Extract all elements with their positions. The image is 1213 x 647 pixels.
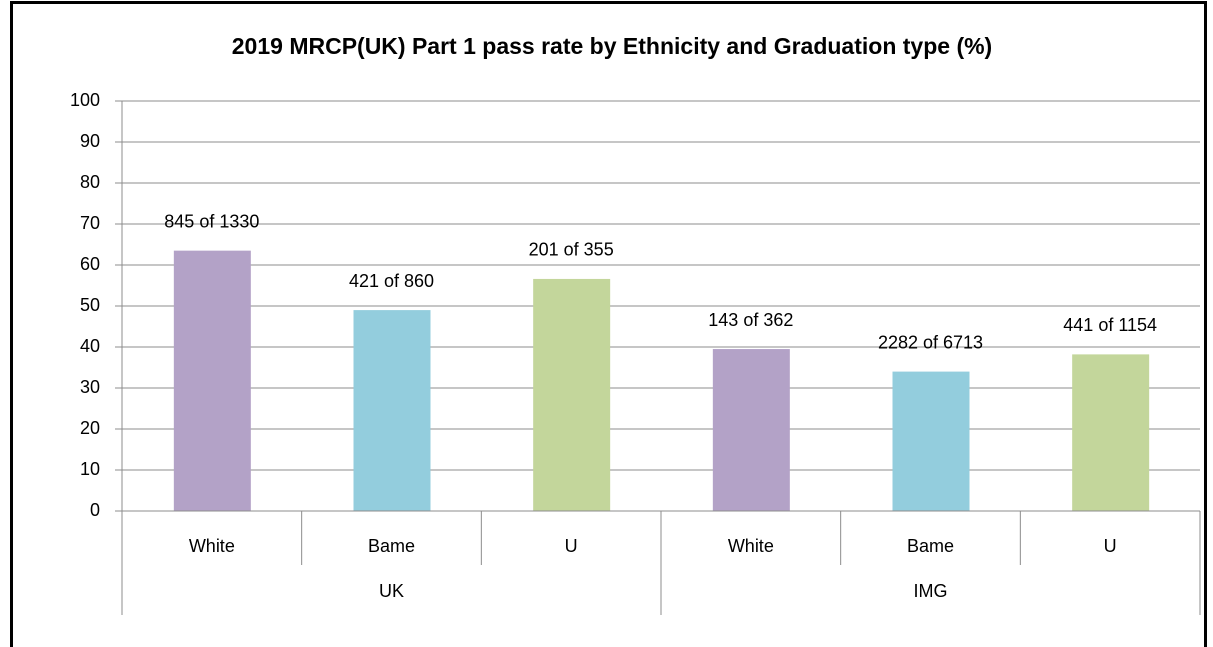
data-label: 421 of 860 <box>349 271 434 291</box>
chart-title: 2019 MRCP(UK) Part 1 pass rate by Ethnic… <box>232 33 992 59</box>
bar <box>892 371 970 511</box>
y-tick-label: 80 <box>80 172 100 192</box>
y-tick-label: 0 <box>90 500 100 520</box>
y-tick-label: 30 <box>80 377 100 397</box>
bar <box>1072 354 1150 511</box>
y-tick-label: 60 <box>80 254 100 274</box>
bar <box>353 310 431 511</box>
data-label: 143 of 362 <box>708 310 793 330</box>
bar <box>173 250 251 511</box>
y-tick-label: 50 <box>80 295 100 315</box>
x-tick-label: White <box>728 536 774 556</box>
y-tick-label: 20 <box>80 418 100 438</box>
group-label: UK <box>379 581 404 601</box>
x-tick-label: U <box>1104 536 1117 556</box>
x-tick-label: Bame <box>907 536 954 556</box>
x-tick-label: U <box>565 536 578 556</box>
bar <box>712 349 790 511</box>
data-label: 441 of 1154 <box>1063 315 1157 335</box>
y-tick-label: 70 <box>80 213 100 233</box>
y-tick-label: 90 <box>80 131 100 151</box>
y-tick-label: 40 <box>80 336 100 356</box>
y-tick-label: 10 <box>80 459 100 479</box>
x-tick-label: Bame <box>368 536 415 556</box>
data-label: 2282 of 6713 <box>878 332 983 352</box>
bar <box>533 278 611 511</box>
y-tick-label: 100 <box>70 90 100 110</box>
data-label: 845 of 1330 <box>164 211 259 231</box>
chart-frame <box>10 1 1207 647</box>
group-label: IMG <box>914 581 948 601</box>
x-tick-label: White <box>189 536 235 556</box>
data-label: 201 of 355 <box>529 240 614 260</box>
